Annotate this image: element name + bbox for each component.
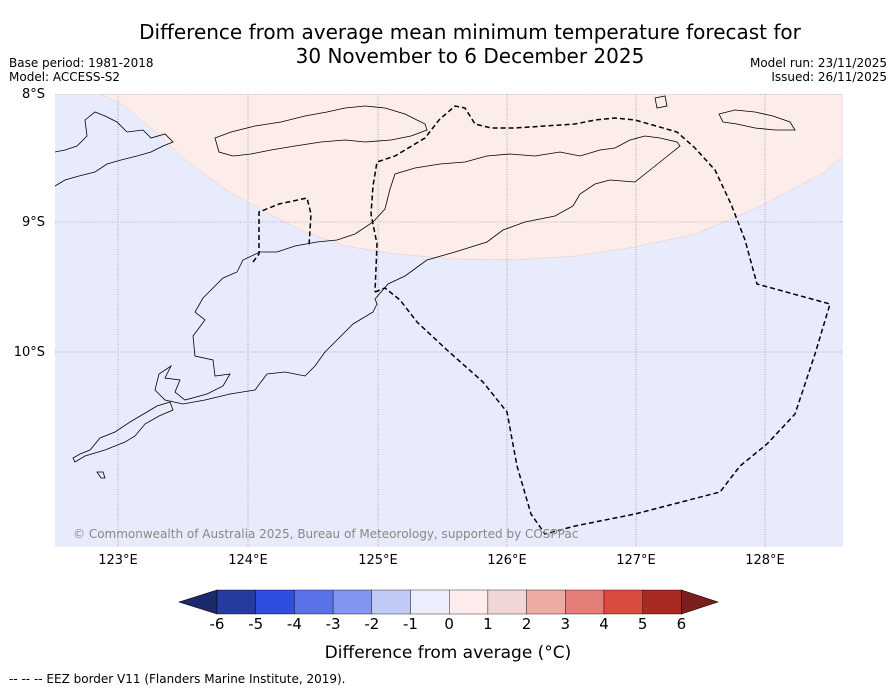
colorbar-segment bbox=[526, 589, 566, 615]
colorbar-tick-label: 3 bbox=[560, 615, 571, 633]
colorbar-tick-label: 6 bbox=[676, 615, 687, 633]
lon-label-126e: 126°E bbox=[487, 553, 527, 568]
lat-label-8s: 8°S bbox=[21, 87, 45, 102]
island-small-coastline bbox=[654, 95, 668, 109]
coastlines bbox=[55, 95, 796, 479]
colorbar-segment bbox=[294, 589, 334, 615]
warm-anomaly-area bbox=[99, 94, 843, 261]
colorbar-under-arrow bbox=[178, 589, 218, 615]
colorbar-segment bbox=[603, 589, 643, 615]
colorbar-tick-label: -1 bbox=[403, 615, 418, 633]
colorbar-tick-label: 1 bbox=[483, 615, 493, 633]
lon-label-125e: 125°E bbox=[358, 553, 398, 568]
colorbar-tick-label: 2 bbox=[521, 615, 532, 633]
title-line-1: Difference from average mean minimum tem… bbox=[139, 20, 801, 44]
savu-coastline bbox=[96, 471, 106, 479]
eez-border bbox=[252, 105, 831, 535]
colorbar-tick-label: 5 bbox=[637, 615, 648, 633]
timor-coastline bbox=[154, 135, 681, 405]
colorbar-tick-label: -5 bbox=[248, 615, 264, 633]
lat-label-10s: 10°S bbox=[13, 345, 45, 360]
colorbar-segment bbox=[371, 589, 411, 615]
colorbar-segment bbox=[255, 589, 295, 615]
eez-legend-text: -- -- -- EEZ border V11 (Flanders Marine… bbox=[9, 672, 346, 686]
colorbar-label: Difference from average (°C) bbox=[324, 643, 572, 663]
rote-coastline bbox=[72, 401, 174, 463]
colorbar-segment bbox=[487, 589, 527, 615]
island-east-coastline bbox=[718, 109, 796, 131]
lat-label-9s: 9°S bbox=[21, 215, 45, 230]
issued-text: Issued: 26/11/2025 bbox=[771, 70, 887, 84]
alor-coastline bbox=[55, 111, 174, 187]
colorbar-segment bbox=[216, 589, 256, 615]
colorbar-segment bbox=[410, 589, 450, 615]
colorbar-segment bbox=[642, 589, 682, 615]
colorbar-over-arrow bbox=[681, 589, 719, 615]
colorbar-tick-label: -6 bbox=[209, 615, 225, 633]
lon-label-124e: 124°E bbox=[228, 553, 268, 568]
gridlines bbox=[55, 94, 843, 547]
colorbar-segments bbox=[178, 589, 719, 615]
map-panel bbox=[55, 94, 843, 547]
colorbar-tick-label: 0 bbox=[444, 615, 454, 633]
meta-right: Model run: 23/11/2025 Issued: 26/11/2025 bbox=[750, 56, 887, 84]
colorbar bbox=[178, 589, 719, 615]
colorbar-segment bbox=[565, 589, 605, 615]
colorbar-tick-label: 4 bbox=[599, 615, 609, 633]
meta-left: Base period: 1981-2018 Model: ACCESS-S2 bbox=[9, 56, 154, 84]
colorbar-segment bbox=[449, 589, 489, 615]
lon-label-128e: 128°E bbox=[745, 553, 785, 568]
colorbar-segment bbox=[332, 589, 373, 615]
colorbar-tick-label: -3 bbox=[325, 615, 341, 633]
lon-label-127e: 127°E bbox=[616, 553, 656, 568]
title-line-2: 30 November to 6 December 2025 bbox=[295, 44, 645, 68]
colorbar-tick-label: -2 bbox=[364, 615, 380, 633]
island-wetar-coastline bbox=[214, 105, 428, 157]
copyright-text: © Commonwealth of Australia 2025, Bureau… bbox=[73, 527, 579, 541]
chart-title: Difference from average mean minimum tem… bbox=[0, 20, 896, 68]
model-run-text: Model run: 23/11/2025 bbox=[749, 56, 887, 70]
model-text: Model: ACCESS-S2 bbox=[9, 70, 121, 84]
lon-label-123e: 123°E bbox=[98, 553, 138, 568]
base-period-text: Base period: 1981-2018 bbox=[9, 56, 154, 70]
colorbar-tick-label: -4 bbox=[286, 615, 302, 633]
